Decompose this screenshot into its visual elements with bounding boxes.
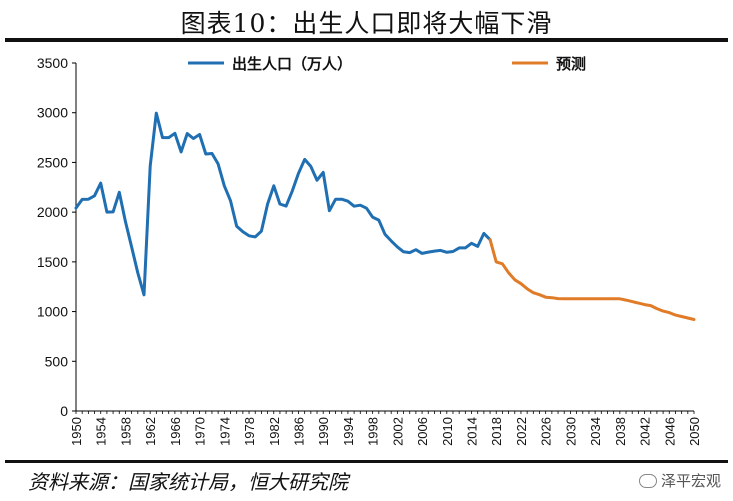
- series-line-2: [490, 240, 694, 320]
- x-tick-label: 2050: [687, 417, 702, 446]
- x-tick-label: 1978: [242, 417, 257, 446]
- x-tick-label: 2026: [539, 417, 554, 446]
- x-tick-label: 2034: [588, 417, 603, 446]
- y-tick-label: 500: [45, 353, 69, 369]
- x-tick-label: 2046: [662, 417, 677, 446]
- watermark-label: 泽平宏观: [661, 470, 721, 491]
- x-tick-label: 2022: [514, 417, 529, 446]
- x-tick-label: 2038: [613, 417, 628, 446]
- x-tick-label: 1966: [168, 417, 183, 446]
- x-tick-label: 2030: [563, 417, 578, 446]
- x-tick-label: 1958: [118, 417, 133, 446]
- y-tick-label: 0: [60, 403, 68, 419]
- x-tick-label: 2006: [415, 417, 430, 446]
- x-tick-label: 2010: [440, 417, 455, 446]
- source-rule: [5, 460, 728, 463]
- source-note: 资料来源：国家统计局，恒大研究院: [28, 466, 348, 495]
- x-tick-label: 1998: [366, 417, 381, 446]
- x-tick-label: 1982: [267, 417, 282, 446]
- y-tick-label: 1000: [37, 304, 68, 320]
- x-tick-label: 1994: [341, 417, 356, 446]
- legend-label-1: 出生人口（万人）: [232, 55, 352, 73]
- x-tick-label: 1954: [94, 417, 109, 446]
- x-tick-label: 2002: [390, 417, 405, 446]
- y-tick-label: 2000: [37, 204, 68, 220]
- x-tick-label: 1990: [316, 417, 331, 446]
- watermark: 泽平宏观: [639, 470, 721, 491]
- y-tick-label: 3500: [37, 55, 68, 71]
- legend-label-2: 预测: [556, 55, 586, 73]
- x-tick-label: 1962: [143, 417, 158, 446]
- x-tick-label: 1970: [193, 417, 208, 446]
- x-tick-label: 1974: [217, 417, 232, 446]
- x-tick-label: 2042: [638, 417, 653, 446]
- x-tick-label: 2014: [465, 417, 480, 446]
- x-tick-label: 1950: [69, 417, 84, 446]
- wechat-icon: [639, 474, 657, 488]
- y-tick-label: 3000: [37, 105, 68, 121]
- x-tick-label: 2018: [489, 417, 504, 446]
- y-tick-label: 1500: [37, 254, 68, 270]
- series-line-1: [76, 113, 490, 295]
- x-tick-label: 1986: [291, 417, 306, 446]
- y-tick-label: 2500: [37, 154, 68, 170]
